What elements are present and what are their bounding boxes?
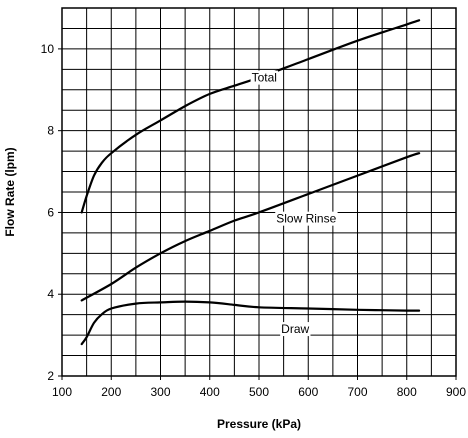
x-axis-ticks: 100 200 300 400 500 600 700 800 900 <box>52 376 466 399</box>
x-tick-label: 500 <box>249 385 269 399</box>
series-label-background <box>275 211 338 226</box>
y-axis-ticks: 2 4 6 8 10 <box>41 42 62 383</box>
x-tick-label: 200 <box>101 385 121 399</box>
series-line-slow-rinse <box>80 152 421 302</box>
x-tick-label: 100 <box>52 385 72 399</box>
series-label-background <box>250 70 278 85</box>
y-tick-label: 6 <box>47 205 54 219</box>
y-tick-label: 10 <box>41 42 55 56</box>
series-lines <box>80 19 421 346</box>
series-label: Slow Rinse <box>276 212 336 226</box>
y-axis-title: Flow Rate (lpm) <box>3 147 17 236</box>
series-line-draw <box>80 300 421 346</box>
x-tick-label: 400 <box>200 385 220 399</box>
x-axis-title: Pressure (kPa) <box>217 417 301 431</box>
y-tick-label: 4 <box>47 287 54 301</box>
x-tick-label: 900 <box>446 385 466 399</box>
plot-frame <box>61 7 457 377</box>
x-tick-label: 800 <box>397 385 417 399</box>
x-tick-label: 600 <box>298 385 318 399</box>
y-tick-label: 8 <box>47 124 54 138</box>
series-annotations: Total Slow Rinse Draw <box>250 70 338 337</box>
y-tick-label: 2 <box>47 369 54 383</box>
series-label: Total <box>252 71 277 85</box>
x-tick-label: 300 <box>150 385 170 399</box>
series-line-total <box>80 19 421 214</box>
series-label: Draw <box>281 322 309 336</box>
series-label-background <box>280 322 311 337</box>
x-tick-label: 700 <box>347 385 367 399</box>
